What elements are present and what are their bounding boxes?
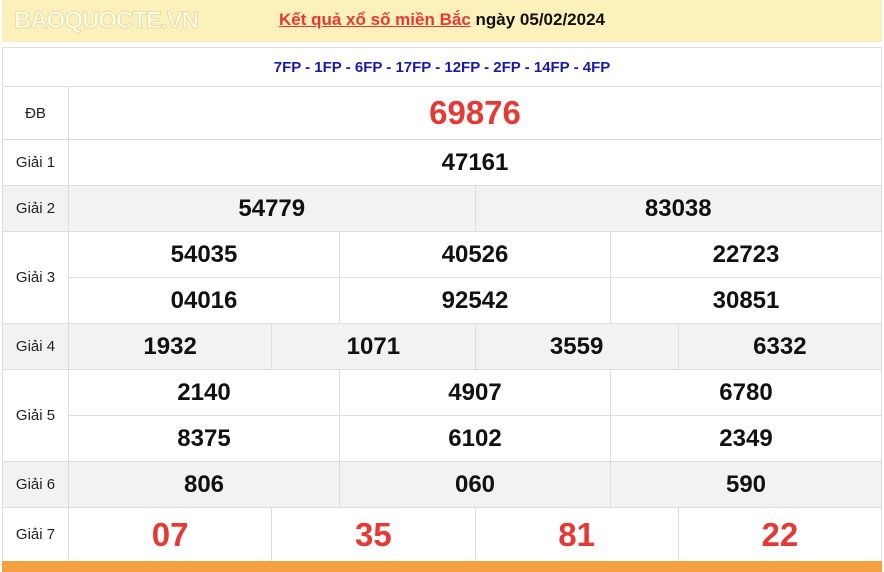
prize-label-g2: Giải 2 [2,185,69,232]
prize-number: 1071 [271,323,476,370]
prize-number: 47161 [68,139,882,186]
prize-number: 6780 [610,369,882,416]
prize-number: 2140 [68,369,340,416]
prize-number: 30851 [610,277,882,324]
results-link[interactable]: Kết quả xổ số miền Bắc [279,10,471,29]
prize-number: 04016 [68,277,340,324]
prize-label-g5: Giải 5 [2,369,69,462]
prize-number: 3559 [474,323,679,370]
prize-number: 1932 [67,323,273,370]
prize-number: 590 [610,461,882,508]
prize-number: 2349 [610,415,882,462]
special-prize-number: 69876 [68,86,882,140]
prize-label-g3: Giải 3 [2,231,69,324]
prize-number: 35 [271,507,476,562]
prize-label-g7: Giải 7 [2,507,69,562]
prize-label-g1: Giải 1 [2,139,69,186]
prize-number: 81 [474,507,679,562]
prize-number: 8375 [68,415,340,462]
prize-number: 40526 [339,231,611,278]
prize-number: 6332 [677,323,883,370]
prize-number: 6102 [339,415,611,462]
prize-label-g6: Giải 6 [2,461,69,508]
prize-label-db: ĐB [2,86,69,140]
prize-number: 4907 [339,369,611,416]
prize-number: 92542 [339,277,611,324]
page-header: Kết quả xổ số miền Bắc ngày 05/02/2024 [2,0,882,42]
footer-bar [2,561,882,572]
prize-number: 83038 [474,185,882,232]
prize-number: 07 [67,507,273,562]
prize-number: 806 [68,461,340,508]
prize-number: 22 [677,507,883,562]
prize-number: 54779 [68,185,476,232]
results-table: 7FP - 1FP - 6FP - 17FP - 12FP - 2FP - 14… [2,47,883,562]
watermark: BAOQUOCTE.VN [13,7,199,34]
ticket-codes: 7FP - 1FP - 6FP - 17FP - 12FP - 2FP - 14… [2,47,882,87]
header-date: ngày 05/02/2024 [475,10,605,29]
prize-label-g4: Giải 4 [2,323,69,370]
prize-number: 22723 [610,231,882,278]
prize-number: 060 [339,461,611,508]
prize-number: 54035 [68,231,340,278]
